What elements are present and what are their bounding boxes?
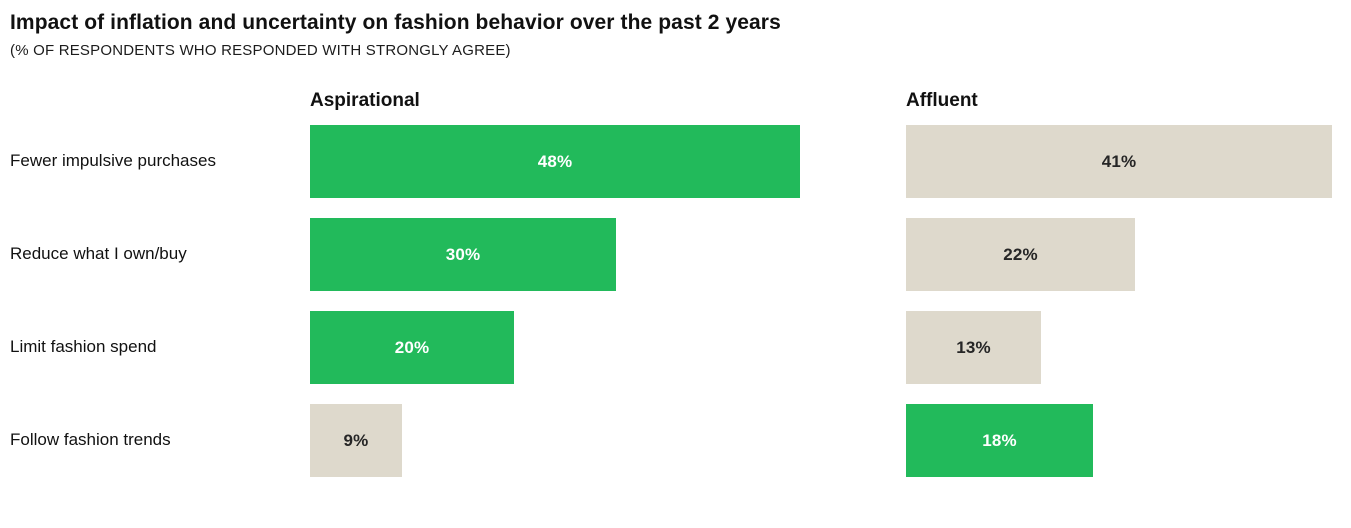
bar-value-label: 48%	[537, 151, 573, 171]
category-label: Reduce what I own/buy	[10, 244, 187, 264]
series-header-row: Aspirational Affluent	[10, 90, 1351, 112]
chart-rows: Fewer impulsive purchases 48% 41% Reduce wh…	[10, 125, 1351, 478]
chart-subtitle: (% OF RESPONDENTS WHO RESPONDED WITH STR…	[10, 42, 511, 60]
bar-cell: 13%	[906, 311, 1351, 385]
chart-title: Impact of inflation and uncertainty on f…	[10, 11, 781, 34]
bar-aspirational: 9%	[310, 404, 402, 478]
category-label: Follow fashion trends	[10, 430, 171, 450]
bar-cell: 41%	[906, 125, 1351, 199]
bar-value-label: 22%	[1003, 244, 1038, 264]
bar-value-label: 18%	[982, 430, 1017, 450]
series-header-aspirational: Aspirational	[310, 90, 420, 112]
bar-aspirational: 30%	[310, 218, 616, 292]
chart-row: Follow fashion trends 9% 18%	[10, 404, 1351, 478]
bar-cell: 18%	[906, 404, 1351, 478]
bar-aspirational: 48%	[310, 125, 800, 199]
bar-affluent: 41%	[906, 125, 1332, 199]
chart-row: Reduce what I own/buy 30% 22%	[10, 218, 1351, 292]
bar-aspirational: 20%	[310, 311, 514, 385]
category-label: Fewer impulsive purchases	[10, 151, 216, 171]
bar-value-label: 41%	[1101, 151, 1137, 171]
bar-value-label: 20%	[394, 337, 430, 357]
bar-affluent: 18%	[906, 404, 1093, 478]
bar-value-label: 13%	[956, 337, 991, 357]
chart-row: Limit fashion spend 20% 13%	[10, 311, 1351, 385]
bar-cell: 20%	[310, 311, 906, 385]
bar-value-label: 30%	[445, 244, 481, 264]
bar-cell: 22%	[906, 218, 1351, 292]
bar-cell: 48%	[310, 125, 906, 199]
bar-cell: 30%	[310, 218, 906, 292]
header-spacer	[10, 90, 310, 112]
bar-affluent: 22%	[906, 218, 1135, 292]
series-header-affluent: Affluent	[906, 90, 978, 112]
bar-affluent: 13%	[906, 311, 1041, 385]
bar-value-label: 9%	[343, 430, 369, 450]
chart-row: Fewer impulsive purchases 48% 41%	[10, 125, 1351, 199]
category-label: Limit fashion spend	[10, 337, 157, 357]
bar-cell: 9%	[310, 404, 906, 478]
